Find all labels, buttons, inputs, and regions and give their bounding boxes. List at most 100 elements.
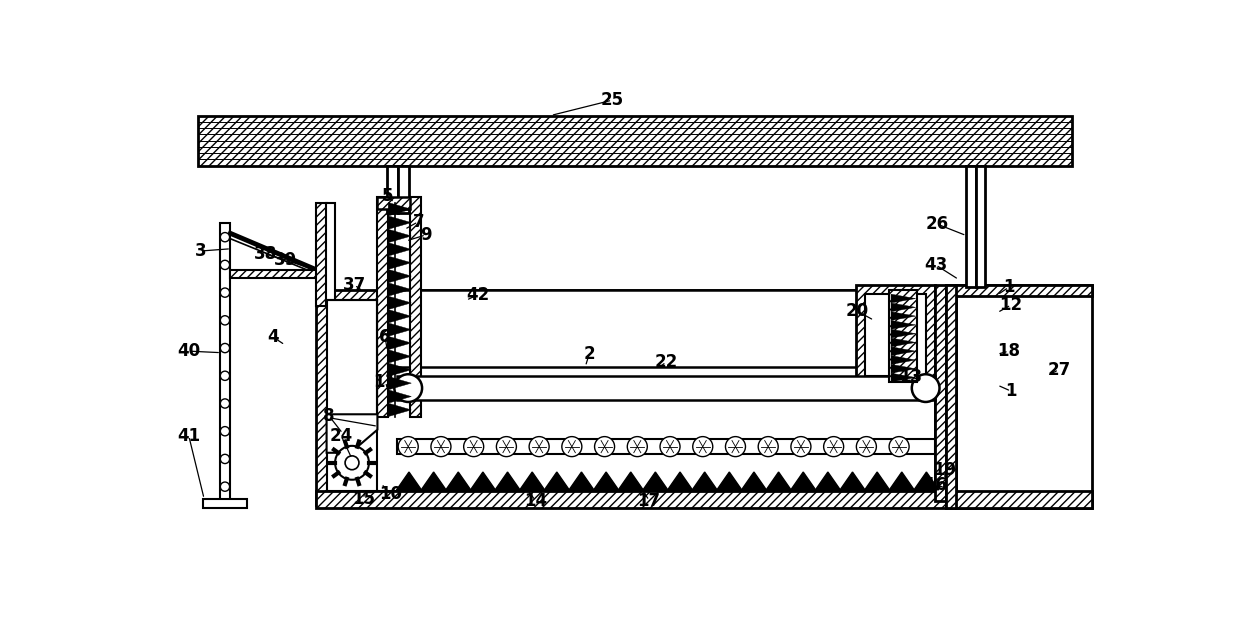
Circle shape (221, 426, 229, 436)
Polygon shape (643, 472, 668, 490)
Polygon shape (388, 390, 411, 403)
Bar (945, 285, 957, 508)
Circle shape (221, 482, 229, 491)
Bar (198, 116, 1072, 165)
Text: 5: 5 (382, 187, 393, 206)
Bar (945, 491, 1092, 508)
Bar (396, 439, 935, 454)
Polygon shape (388, 283, 411, 296)
Polygon shape (914, 472, 939, 490)
Circle shape (912, 374, 939, 402)
Bar (856, 285, 935, 385)
Polygon shape (520, 472, 544, 490)
Circle shape (529, 437, 549, 457)
Polygon shape (327, 415, 378, 453)
Polygon shape (471, 472, 496, 490)
Polygon shape (388, 337, 411, 350)
Text: 4: 4 (268, 328, 279, 347)
Text: 15: 15 (352, 490, 375, 508)
Bar (396, 376, 935, 401)
Polygon shape (891, 347, 916, 355)
Polygon shape (693, 472, 717, 490)
Circle shape (693, 437, 712, 457)
Bar (890, 289, 917, 382)
Text: 43: 43 (924, 256, 948, 274)
Circle shape (221, 288, 229, 298)
Bar (203, 499, 248, 508)
Text: 26: 26 (926, 215, 949, 233)
Bar (976, 165, 985, 287)
Polygon shape (840, 472, 865, 490)
Text: 22: 22 (654, 353, 678, 371)
Polygon shape (668, 472, 693, 490)
Text: 24: 24 (330, 427, 353, 445)
Circle shape (221, 316, 229, 325)
Polygon shape (891, 338, 916, 347)
Bar (230, 270, 321, 278)
Text: 41: 41 (177, 427, 201, 445)
Text: 18: 18 (997, 342, 1021, 360)
Bar (935, 289, 945, 505)
Polygon shape (446, 472, 471, 490)
Circle shape (221, 260, 229, 269)
Circle shape (595, 437, 615, 457)
Polygon shape (388, 230, 411, 243)
Circle shape (660, 437, 680, 457)
Text: 11: 11 (374, 373, 396, 391)
Polygon shape (891, 373, 916, 382)
Polygon shape (388, 403, 411, 416)
Text: 1: 1 (1005, 382, 1017, 400)
Circle shape (726, 437, 746, 457)
Polygon shape (891, 312, 916, 321)
Circle shape (221, 399, 229, 408)
Polygon shape (891, 303, 916, 312)
Bar (316, 491, 945, 508)
Text: 13: 13 (900, 369, 923, 386)
Text: 10: 10 (379, 486, 401, 503)
Circle shape (221, 371, 229, 381)
Circle shape (346, 456, 359, 470)
Bar (316, 289, 327, 505)
Polygon shape (618, 472, 643, 490)
Circle shape (221, 233, 229, 242)
Text: 6: 6 (379, 328, 390, 347)
Circle shape (335, 446, 369, 480)
Bar (945, 285, 1092, 296)
Circle shape (221, 454, 229, 464)
Circle shape (627, 437, 647, 457)
Text: 40: 40 (177, 342, 201, 360)
Polygon shape (891, 329, 916, 338)
Text: 14: 14 (524, 491, 546, 509)
Bar (966, 165, 976, 287)
Circle shape (398, 437, 419, 457)
Polygon shape (544, 472, 569, 490)
Bar (219, 223, 230, 501)
Polygon shape (396, 472, 421, 490)
Polygon shape (593, 472, 618, 490)
Polygon shape (388, 243, 411, 256)
Polygon shape (496, 472, 520, 490)
Text: 2: 2 (584, 345, 595, 363)
Polygon shape (891, 364, 916, 373)
Circle shape (824, 437, 844, 457)
Polygon shape (865, 472, 890, 490)
Text: 25: 25 (601, 91, 623, 109)
Text: 42: 42 (466, 286, 489, 304)
Polygon shape (421, 472, 446, 490)
Polygon shape (569, 472, 593, 490)
Text: 7: 7 (413, 213, 424, 231)
Text: 38: 38 (254, 245, 278, 263)
Bar (957, 285, 1092, 508)
Polygon shape (742, 472, 766, 490)
Circle shape (561, 437, 582, 457)
Bar (378, 197, 388, 416)
Bar (865, 294, 926, 376)
Polygon shape (388, 323, 411, 337)
Text: 39: 39 (274, 251, 296, 269)
Text: 37: 37 (343, 276, 366, 294)
Bar (327, 300, 378, 491)
Text: 20: 20 (845, 302, 869, 320)
Circle shape (431, 437, 451, 457)
Polygon shape (717, 472, 742, 490)
Polygon shape (891, 294, 916, 303)
